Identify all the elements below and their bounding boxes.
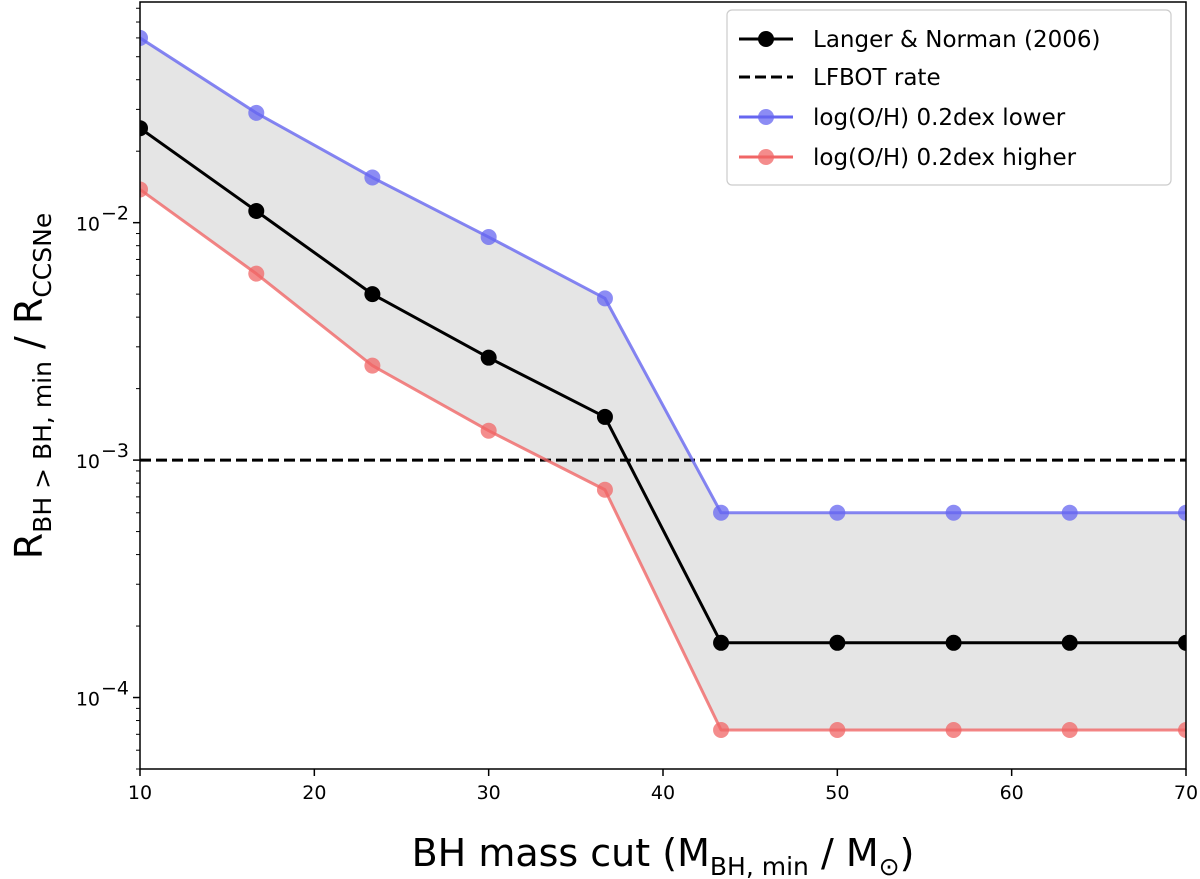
data-point-oh-lower [364, 169, 381, 186]
data-point-langer-norman [829, 634, 846, 651]
data-point-oh-higher [1178, 721, 1186, 738]
series-layer [140, 29, 1186, 738]
y-tick-label-base: 10 [76, 689, 100, 711]
shaded-range-band [140, 37, 1186, 730]
data-point-langer-norman [480, 349, 497, 366]
data-point-oh-higher [1061, 721, 1078, 738]
y-axis-label: RBH > BH, min / RCCSNe [7, 213, 57, 559]
legend-label-langer-norman: Langer & Norman (2006) [813, 27, 1100, 53]
series-line-oh-lower [140, 36, 1186, 515]
legend: Langer & Norman (2006) LFBOT rate log(O/… [726, 9, 1172, 186]
axis-labels-layer: BH mass cut (MBH, min / M⊙) RBH > BH, mi… [7, 213, 914, 879]
data-point-oh-higher [945, 721, 962, 738]
legend-marker-oh-higher [758, 149, 774, 165]
x-axis-label-sub2: ⊙ [879, 852, 900, 879]
data-point-langer-norman [713, 634, 730, 651]
legend-marker-langer-norman [758, 31, 774, 47]
x-axis-label-mid: / M [809, 831, 879, 875]
x-tick-label: 50 [825, 782, 849, 804]
series-line-oh-higher [140, 188, 1186, 732]
data-point-langer-norman [1178, 634, 1186, 651]
y-tick-label-exponent: −4 [101, 678, 129, 700]
x-tick-label: 10 [128, 782, 152, 804]
data-point-oh-lower [480, 229, 497, 246]
legend-marker-oh-lower [758, 109, 774, 125]
x-axis-label-sub: BH, min [710, 852, 809, 879]
data-point-oh-higher [713, 721, 730, 738]
y-tick-label-exponent: −3 [101, 440, 129, 462]
series-line-langer-norman [140, 126, 1186, 645]
legend-entry-oh-lower: log(O/H) 0.2dex lower [739, 105, 1066, 131]
data-point-oh-lower [596, 290, 613, 307]
y-axis-label-sub1: BH > BH, min [28, 361, 57, 533]
data-point-langer-norman [364, 286, 381, 303]
x-axis-label: BH mass cut (MBH, min / M⊙) [412, 831, 915, 879]
data-point-oh-lower [829, 504, 846, 521]
data-point-oh-higher [364, 357, 381, 374]
data-point-langer-norman [945, 634, 962, 651]
shaded-band-layer [140, 37, 1186, 730]
x-axis-label-pre: BH mass cut (M [412, 831, 710, 875]
x-axis-label-post: ) [900, 831, 915, 875]
data-point-oh-lower [945, 504, 962, 521]
data-point-langer-norman [140, 120, 148, 137]
data-point-oh-lower [248, 104, 265, 121]
x-tick-label: 40 [651, 782, 675, 804]
legend-label-lfbot-rate: LFBOT rate [813, 65, 941, 91]
data-point-oh-higher [596, 481, 613, 498]
data-point-oh-lower [713, 504, 730, 521]
y-axis-label-r1: R [7, 533, 51, 559]
legend-entry-lfbot-rate: LFBOT rate [739, 65, 941, 91]
legend-label-oh-higher: log(O/H) 0.2dex higher [813, 145, 1077, 171]
legend-box [726, 9, 1172, 186]
x-tick-label: 70 [1174, 782, 1198, 804]
y-tick-label: 10 [76, 214, 100, 236]
data-point-oh-lower [1061, 504, 1078, 521]
data-point-langer-norman [1061, 634, 1078, 651]
y-tick-label-exponent: −2 [101, 203, 129, 225]
data-point-oh-higher [248, 265, 265, 282]
legend-entry-oh-higher: log(O/H) 0.2dex higher [739, 145, 1077, 171]
y-axis-label-sub2: CCSNe [28, 213, 57, 298]
data-point-oh-lower [140, 29, 148, 46]
y-tick-label: 10 [76, 689, 100, 711]
y-tick-label-base: 10 [76, 214, 100, 236]
legend-entry-langer-norman: Langer & Norman (2006) [739, 27, 1100, 53]
y-axis-label-mid: / R [7, 298, 51, 361]
x-tick-label: 60 [1000, 782, 1024, 804]
y-tick-label-base: 10 [76, 451, 100, 473]
x-tick-label: 30 [477, 782, 501, 804]
data-point-oh-higher [140, 181, 148, 198]
data-point-oh-higher [829, 721, 846, 738]
y-tick-label: 10 [76, 451, 100, 473]
data-point-oh-higher [480, 422, 497, 439]
legend-label-oh-lower: log(O/H) 0.2dex lower [813, 105, 1066, 131]
data-point-langer-norman [248, 202, 265, 219]
data-point-oh-lower [1178, 504, 1186, 521]
data-point-langer-norman [596, 408, 613, 425]
x-tick-label: 20 [302, 782, 326, 804]
